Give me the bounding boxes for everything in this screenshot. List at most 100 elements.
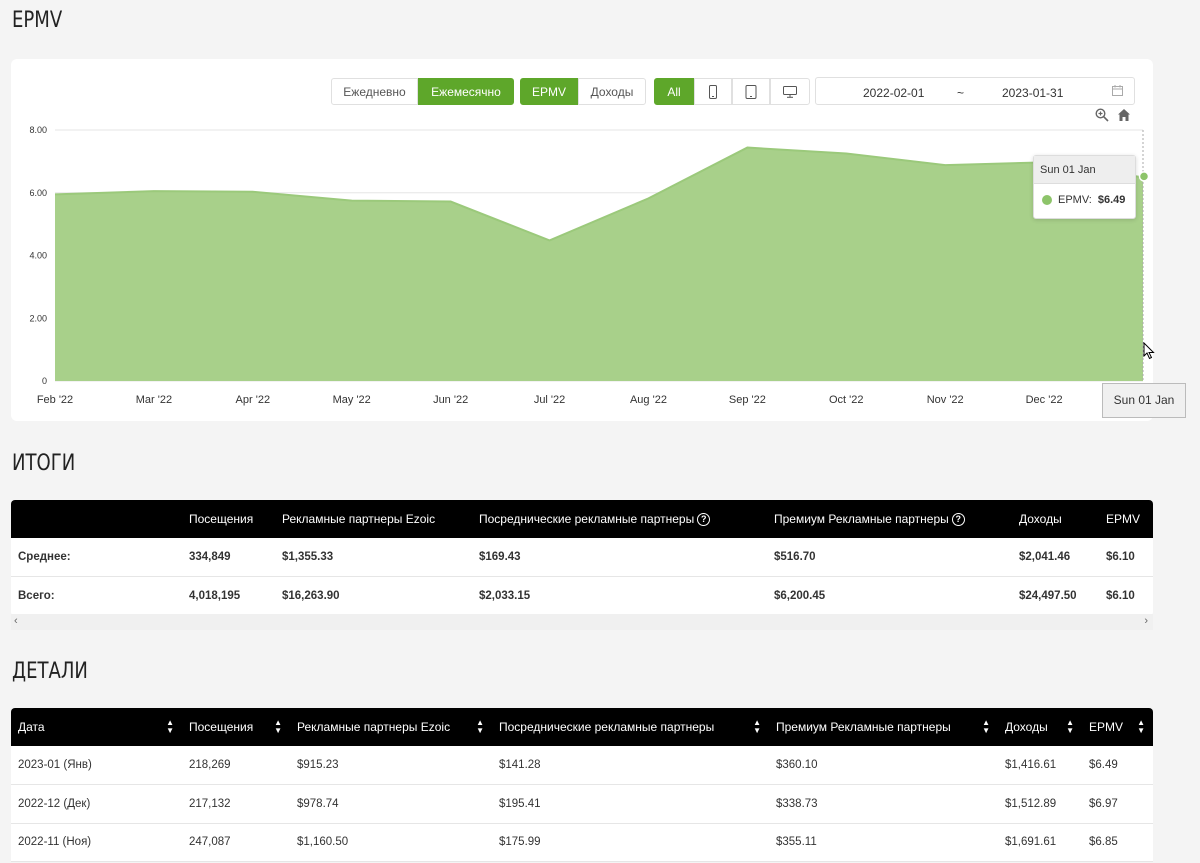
- row-label: Всего:: [11, 576, 182, 616]
- cell-ezoic: $978.74: [290, 784, 492, 824]
- cell-date: 2022-12 (Дек): [11, 784, 182, 824]
- cell-date: 2022-11 (Ноя): [11, 823, 182, 862]
- period-toggle: Ежедневно Ежемесячно: [331, 78, 514, 105]
- revenue-button[interactable]: Доходы: [578, 78, 646, 105]
- series-dot-icon: [1042, 195, 1052, 205]
- tablet-button[interactable]: [732, 78, 770, 105]
- totals-header-row: Посещения Рекламные партнеры Ezoic Посре…: [11, 500, 1153, 538]
- zoom-in-icon[interactable]: [1095, 108, 1109, 122]
- all-devices-button[interactable]: All: [654, 78, 694, 105]
- cell-visits: 217,132: [182, 784, 290, 824]
- details-header-premium-partners[interactable]: Премиум Рекламные партнеры ▲ ▼: [769, 708, 998, 746]
- date-from[interactable]: 2022-02-01: [863, 86, 925, 100]
- totals-header-epmv: EPMV: [1099, 500, 1153, 538]
- totals-header-label: [11, 500, 182, 538]
- y-tick-label: 2.00: [29, 313, 47, 323]
- horizontal-scrollbar[interactable]: ‹ ›: [11, 614, 1153, 630]
- mouse-cursor-icon: [1143, 342, 1155, 360]
- row-label: Среднее:: [11, 538, 182, 577]
- cell-visits: 4,018,195: [182, 576, 275, 616]
- cell-ezoic: $1,355.33: [275, 538, 472, 577]
- totals-header-revenue: Доходы: [1012, 500, 1099, 538]
- cell-premium: $6,200.45: [767, 576, 1012, 616]
- x-tick-label: Jul '22: [534, 394, 565, 406]
- sort-icon[interactable]: ▲ ▼: [1137, 718, 1145, 735]
- home-icon[interactable]: [1117, 108, 1131, 122]
- monthly-button[interactable]: Ежемесячно: [418, 78, 514, 105]
- cell-mediation: $169.43: [472, 538, 767, 577]
- tooltip-label: EPMV:: [1058, 194, 1092, 206]
- date-range-picker[interactable]: 2022-02-01 ~ 2023-01-31: [815, 77, 1135, 105]
- cell-mediation: $195.41: [492, 784, 769, 824]
- y-tick-label: 8.00: [29, 125, 47, 135]
- cell-mediation: $2,033.15: [472, 576, 767, 616]
- totals-header-visits: Посещения: [182, 500, 275, 538]
- scroll-right-icon[interactable]: ›: [1144, 615, 1148, 627]
- y-tick-label: 6.00: [29, 188, 47, 198]
- epmv-area-series: [55, 147, 1143, 381]
- x-tick-label: Feb '22: [37, 394, 73, 406]
- tooltip-title: Sun 01 Jan: [1034, 156, 1135, 184]
- details-header-revenue[interactable]: Доходы ▲ ▼: [998, 708, 1082, 746]
- table-row: 2023-01 (Янв) 218,269 $915.23 $141.28 $3…: [11, 746, 1153, 785]
- tooltip-value: $6.49: [1097, 194, 1126, 206]
- cell-epmv: $6.10: [1099, 538, 1153, 577]
- sort-icon[interactable]: ▲ ▼: [1066, 718, 1074, 735]
- mobile-button[interactable]: [694, 78, 732, 105]
- details-table: Дата ▲ ▼ Посещения ▲ ▼ Рекламные партнеры Ez…: [11, 708, 1153, 862]
- x-tick-label: Jun '22: [433, 394, 468, 406]
- cell-date: 2023-01 (Янв): [11, 746, 182, 785]
- help-icon[interactable]: ?: [697, 513, 711, 527]
- cell-mediation: $141.28: [492, 746, 769, 785]
- cell-epmv: $6.97: [1082, 784, 1153, 824]
- details-header-mediation-partners[interactable]: Посреднические рекламные партнеры ▲ ▼: [492, 708, 769, 746]
- x-tick-label: Mar '22: [136, 394, 172, 406]
- date-separator: ~: [957, 86, 965, 100]
- x-tick-label: Apr '22: [236, 394, 271, 406]
- details-header-ezoic-partners[interactable]: Рекламные партнеры Ezoic ▲ ▼: [290, 708, 492, 746]
- mobile-icon: [709, 84, 717, 99]
- epmv-area-chart: 8.00 6.00 4.00 2.00 0 Feb '22 Mar '22 Apr '22 Ma…: [29, 125, 1150, 406]
- cell-ezoic: $16,263.90: [275, 576, 472, 616]
- cell-premium: $355.11: [769, 823, 998, 862]
- x-tick-label: Nov '22: [927, 394, 964, 406]
- cell-revenue: $1,691.61: [998, 823, 1082, 862]
- totals-header-ezoic-partners: Рекламные партнеры Ezoic: [275, 500, 472, 538]
- cell-revenue: $1,512.89: [998, 784, 1082, 824]
- sort-icon[interactable]: ▲ ▼: [476, 718, 484, 735]
- details-header-date[interactable]: Дата ▲ ▼: [11, 708, 182, 746]
- cell-revenue: $2,041.46: [1012, 538, 1099, 577]
- details-section-title: ДЕТАЛИ: [12, 659, 88, 684]
- x-tick-label: Sep '22: [729, 394, 766, 406]
- table-row: 2022-12 (Дек) 217,132 $978.74 $195.41 $3…: [11, 784, 1153, 824]
- calendar-icon[interactable]: [1112, 85, 1123, 96]
- cell-premium: $516.70: [767, 538, 1012, 577]
- details-header-visits[interactable]: Посещения ▲ ▼: [182, 708, 290, 746]
- cell-ezoic: $915.23: [290, 746, 492, 785]
- cell-revenue: $24,497.50: [1012, 576, 1099, 616]
- daily-button[interactable]: Ежедневно: [331, 78, 418, 105]
- chart-tooltip: Sun 01 Jan EPMV: $6.49: [1033, 155, 1136, 219]
- table-row: Всего: 4,018,195 $16,263.90 $2,033.15 $6…: [11, 576, 1153, 616]
- cell-ezoic: $1,160.50: [290, 823, 492, 862]
- details-header-row: Дата ▲ ▼ Посещения ▲ ▼ Рекламные партнеры Ez…: [11, 708, 1153, 746]
- highlighted-point: [1138, 171, 1150, 182]
- epmv-series-line: [54, 146, 1144, 242]
- details-header-epmv[interactable]: EPMV ▲ ▼: [1082, 708, 1153, 746]
- help-icon[interactable]: ?: [951, 513, 965, 527]
- cell-premium: $338.73: [769, 784, 998, 824]
- epmv-button[interactable]: EPMV: [520, 78, 578, 105]
- cell-visits: 334,849: [182, 538, 275, 577]
- date-to[interactable]: 2023-01-31: [1002, 86, 1064, 100]
- sort-icon[interactable]: ▲ ▼: [753, 718, 761, 735]
- desktop-button[interactable]: [770, 78, 810, 105]
- sort-icon[interactable]: ▲ ▼: [166, 718, 174, 735]
- x-tick-label: Aug '22: [630, 394, 667, 406]
- scroll-left-icon[interactable]: ‹: [14, 615, 18, 627]
- sort-icon[interactable]: ▲ ▼: [982, 718, 990, 735]
- y-tick-label: 4.00: [29, 251, 47, 261]
- cell-mediation: $175.99: [492, 823, 769, 862]
- cell-premium: $360.10: [769, 746, 998, 785]
- sort-icon[interactable]: ▲ ▼: [274, 718, 282, 735]
- totals-table: Посещения Рекламные партнеры Ezoic Посре…: [11, 500, 1153, 616]
